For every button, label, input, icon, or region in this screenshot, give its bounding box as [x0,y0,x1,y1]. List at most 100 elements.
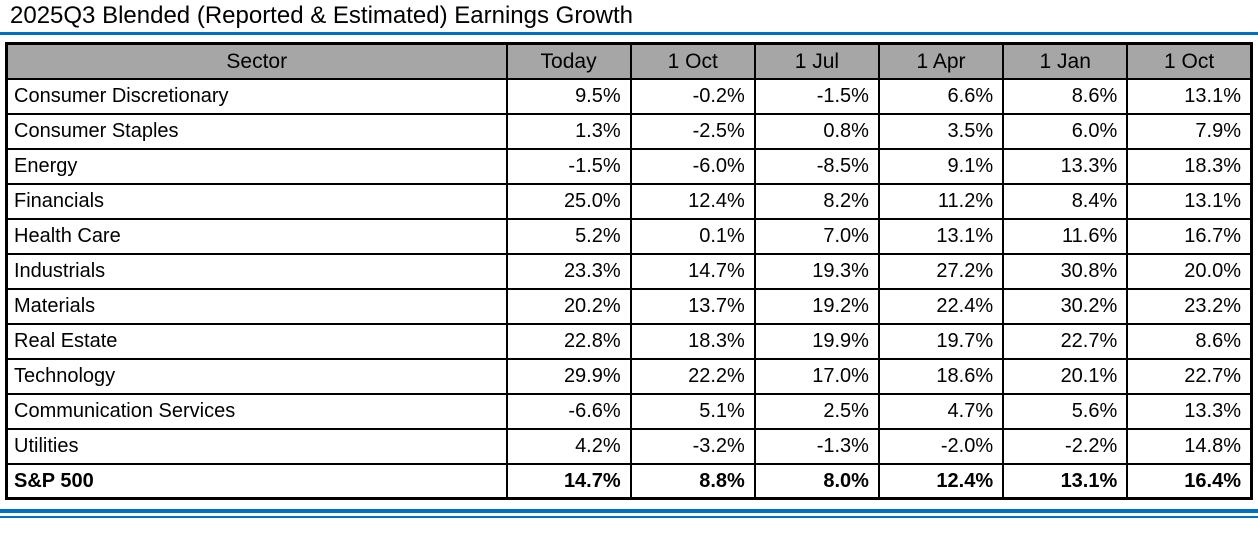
value-cell: 29.9% [505,357,632,395]
value-cell: 30.2% [1002,287,1129,325]
value-cell: 0.1% [629,217,756,255]
value-cell: 22.7% [1126,357,1253,395]
bottom-divider-thick-line [0,509,1258,514]
sector-cell: Industrials [5,252,508,290]
value-cell: 22.7% [1002,322,1129,360]
value-cell: 18.6% [877,357,1005,395]
value-cell: 27.2% [877,252,1005,290]
value-cell: 23.2% [1126,287,1253,325]
value-cell: -6.6% [505,392,632,430]
table-row: Utilities 4.2% -3.2% -1.3% -2.0% -2.2% 14.8% [5,427,1253,465]
value-cell: 16.7% [1126,217,1253,255]
value-cell: 7.9% [1126,112,1253,150]
value-cell: 22.4% [877,287,1005,325]
value-cell: 8.2% [753,182,880,220]
value-cell: 13.1% [1126,77,1253,115]
bottom-divider-thin-line [0,516,1258,519]
value-cell: 14.8% [1126,427,1253,465]
value-cell: 8.4% [1002,182,1129,220]
column-header-date-3: 1 Jul [753,42,880,80]
value-cell: 19.9% [753,322,880,360]
sector-cell: Energy [5,147,508,185]
table-row: Health Care 5.2% 0.1% 7.0% 13.1% 11.6% 16.7% [5,217,1253,255]
column-header-date-5: 1 Jan [1002,42,1129,80]
column-header-sector: Sector [5,42,508,80]
value-cell: 5.1% [629,392,756,430]
sector-cell: Financials [5,182,508,220]
value-cell: -2.2% [1002,427,1129,465]
value-cell: -0.2% [629,77,756,115]
value-cell: -8.5% [753,147,880,185]
table-row: Communication Services -6.6% 5.1% 2.5% 4.7% 5… [5,392,1253,430]
value-cell: 22.2% [629,357,756,395]
value-cell: 12.4% [629,182,756,220]
column-header-date-1: Today [505,42,632,80]
value-cell: -6.0% [629,147,756,185]
value-cell: 14.7% [629,252,756,290]
table-row: Industrials 23.3% 14.7% 19.3% 27.2% 30.8% 20.0… [5,252,1253,290]
sector-cell: Materials [5,287,508,325]
value-cell: 14.7% [505,462,632,500]
value-cell: 8.6% [1126,322,1253,360]
column-header-date-2: 1 Oct [629,42,756,80]
table-row: Technology 29.9% 22.2% 17.0% 18.6% 20.1% 22.7% [5,357,1253,395]
value-cell: 20.1% [1002,357,1129,395]
sector-cell: Communication Services [5,392,508,430]
value-cell: 20.0% [1126,252,1253,290]
value-cell: 19.3% [753,252,880,290]
value-cell: -1.3% [753,427,880,465]
table-row: Consumer Discretionary 9.5% -0.2% -1.5% 6.6%… [5,77,1253,115]
value-cell: 6.0% [1002,112,1129,150]
table-header: Sector Today 1 Oct 1 Jul 1 Apr 1 Jan 1 Oct [5,42,1253,80]
sector-cell: Utilities [5,427,508,465]
value-cell: 17.0% [753,357,880,395]
sector-cell: Consumer Discretionary [5,77,508,115]
value-cell: 2.5% [753,392,880,430]
value-cell: 19.7% [877,322,1005,360]
value-cell: 18.3% [629,322,756,360]
earnings-growth-table: Sector Today 1 Oct 1 Jul 1 Apr 1 Jan 1 Oct Con… [5,42,1253,501]
value-cell: 18.3% [1126,147,1253,185]
value-cell: 6.6% [877,77,1005,115]
value-cell: 13.1% [1002,462,1129,500]
column-header-date-6: 1 Oct [1126,42,1253,80]
column-header-date-4: 1 Apr [877,42,1005,80]
value-cell: 22.8% [505,322,632,360]
table-row: Financials 25.0% 12.4% 8.2% 11.2% 8.4% 13.1% [5,182,1253,220]
value-cell: -2.5% [629,112,756,150]
value-cell: -1.5% [753,77,880,115]
value-cell: 13.1% [877,217,1005,255]
title-divider [0,32,1258,36]
value-cell: 23.3% [505,252,632,290]
value-cell: 8.0% [753,462,880,500]
value-cell: 9.5% [505,77,632,115]
value-cell: 19.2% [753,287,880,325]
value-cell: 0.8% [753,112,880,150]
value-cell: 1.3% [505,112,632,150]
value-cell: 11.2% [877,182,1005,220]
value-cell: 13.1% [1126,182,1253,220]
value-cell: 7.0% [753,217,880,255]
value-cell: -2.0% [877,427,1005,465]
value-cell: 13.7% [629,287,756,325]
page-title: 2025Q3 Blended (Reported & Estimated) Ea… [10,2,634,29]
value-cell: 8.8% [629,462,756,500]
table-row: Real Estate 22.8% 18.3% 19.9% 19.7% 22.7% 8.6% [5,322,1253,360]
value-cell: 5.6% [1002,392,1129,430]
sector-cell: Health Care [5,217,508,255]
sector-cell: S&P 500 [5,462,508,500]
value-cell: 25.0% [505,182,632,220]
value-cell: 3.5% [877,112,1005,150]
value-cell: 12.4% [877,462,1005,500]
table-row: S&P 500 14.7% 8.8% 8.0% 12.4% 13.1% 16.4% [5,462,1253,500]
header-row: Sector Today 1 Oct 1 Jul 1 Apr 1 Jan 1 Oct [5,42,1253,80]
value-cell: 11.6% [1002,217,1129,255]
value-cell: 30.8% [1002,252,1129,290]
value-cell: 16.4% [1126,462,1253,500]
value-cell: -1.5% [505,147,632,185]
value-cell: 20.2% [505,287,632,325]
value-cell: 9.1% [877,147,1005,185]
bottom-divider [0,509,1258,519]
value-cell: 8.6% [1002,77,1129,115]
